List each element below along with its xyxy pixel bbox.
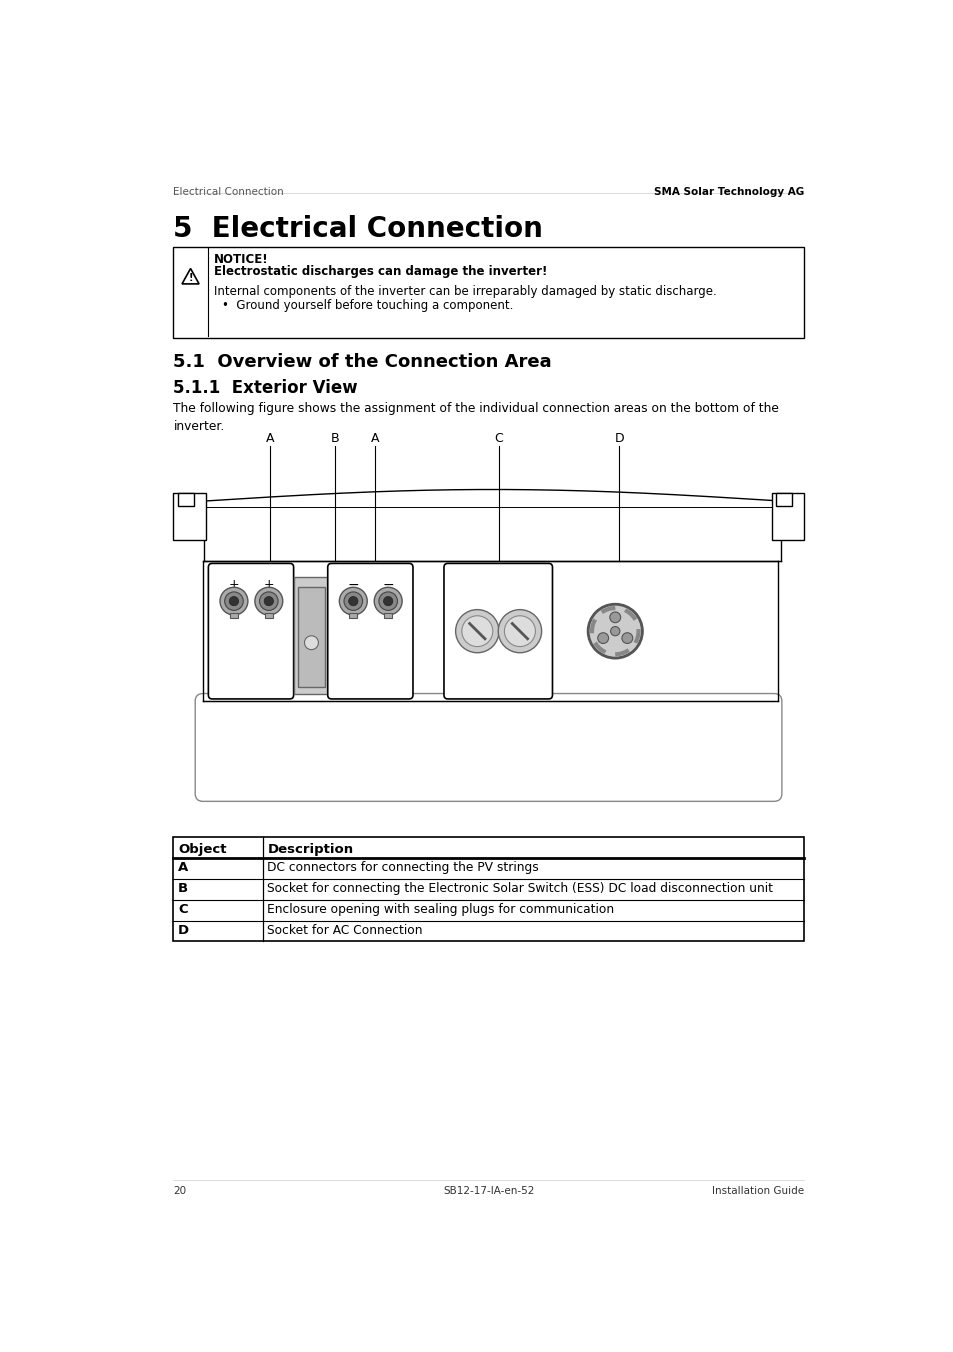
Text: NOTICE!: NOTICE! — [213, 253, 268, 266]
Text: +: + — [229, 579, 239, 591]
Text: Electrostatic discharges can damage the inverter!: Electrostatic discharges can damage the … — [213, 265, 547, 279]
Circle shape — [587, 604, 641, 658]
Text: −: − — [382, 579, 394, 592]
Circle shape — [224, 592, 243, 610]
Text: −: − — [347, 579, 358, 592]
Text: Electrical Connection: Electrical Connection — [173, 187, 284, 197]
Circle shape — [497, 610, 541, 653]
Text: Installation Guide: Installation Guide — [712, 1186, 803, 1197]
Text: Enclosure opening with sealing plugs for communication: Enclosure opening with sealing plugs for… — [267, 903, 614, 917]
Text: 5  Electrical Connection: 5 Electrical Connection — [173, 215, 543, 242]
Circle shape — [456, 610, 498, 653]
Circle shape — [378, 592, 397, 610]
Bar — [265, 614, 273, 618]
Text: +: + — [263, 579, 274, 591]
Circle shape — [264, 596, 274, 606]
Circle shape — [259, 592, 278, 610]
Text: D: D — [178, 923, 189, 937]
Bar — [178, 493, 193, 506]
Text: B: B — [330, 431, 338, 445]
Circle shape — [254, 587, 282, 615]
Text: Object: Object — [178, 842, 227, 856]
Text: B: B — [178, 883, 188, 895]
Circle shape — [609, 612, 620, 623]
Text: DC connectors for connecting the PV strings: DC connectors for connecting the PV stri… — [267, 861, 538, 875]
Circle shape — [383, 596, 393, 606]
Bar — [173, 493, 206, 539]
Circle shape — [348, 596, 357, 606]
Bar — [298, 587, 324, 687]
Bar — [294, 576, 328, 694]
Text: The following figure shows the assignment of the individual connection areas on : The following figure shows the assignmen… — [173, 403, 779, 434]
FancyBboxPatch shape — [443, 564, 552, 699]
Text: Socket for connecting the Electronic Solar Switch (ESS) DC load disconnection un: Socket for connecting the Electronic Sol… — [267, 883, 773, 895]
Text: C: C — [494, 431, 503, 445]
Circle shape — [461, 615, 493, 646]
Bar — [230, 614, 237, 618]
Bar — [349, 614, 356, 618]
FancyBboxPatch shape — [328, 564, 413, 699]
Text: Description: Description — [267, 842, 353, 856]
Circle shape — [339, 587, 367, 615]
Text: Socket for AC Connection: Socket for AC Connection — [267, 923, 422, 937]
Circle shape — [220, 587, 248, 615]
Text: !: ! — [188, 273, 193, 283]
Bar — [173, 837, 803, 941]
Circle shape — [344, 592, 362, 610]
Text: 5.1  Overview of the Connection Area: 5.1 Overview of the Connection Area — [173, 353, 552, 372]
Text: C: C — [178, 903, 188, 917]
Circle shape — [504, 615, 535, 646]
Text: 5.1.1  Exterior View: 5.1.1 Exterior View — [173, 380, 357, 397]
Circle shape — [598, 633, 608, 644]
Bar — [173, 247, 803, 338]
Circle shape — [229, 596, 238, 606]
Text: A: A — [266, 431, 274, 445]
Bar — [384, 614, 392, 618]
Text: SMA Solar Technology AG: SMA Solar Technology AG — [654, 187, 803, 197]
FancyBboxPatch shape — [195, 694, 781, 802]
Text: Internal components of the inverter can be irreparably damaged by static dischar: Internal components of the inverter can … — [213, 285, 716, 299]
Circle shape — [621, 633, 632, 644]
Bar — [771, 493, 803, 539]
Circle shape — [610, 626, 619, 635]
Text: A: A — [178, 861, 188, 875]
Bar — [776, 493, 791, 506]
Circle shape — [304, 635, 318, 650]
Text: D: D — [614, 431, 623, 445]
FancyBboxPatch shape — [208, 564, 294, 699]
Text: A: A — [371, 431, 379, 445]
Text: SB12-17-IA-en-52: SB12-17-IA-en-52 — [443, 1186, 534, 1197]
Text: 20: 20 — [173, 1186, 187, 1197]
Text: •  Ground yourself before touching a component.: • Ground yourself before touching a comp… — [221, 299, 513, 312]
Circle shape — [374, 587, 402, 615]
